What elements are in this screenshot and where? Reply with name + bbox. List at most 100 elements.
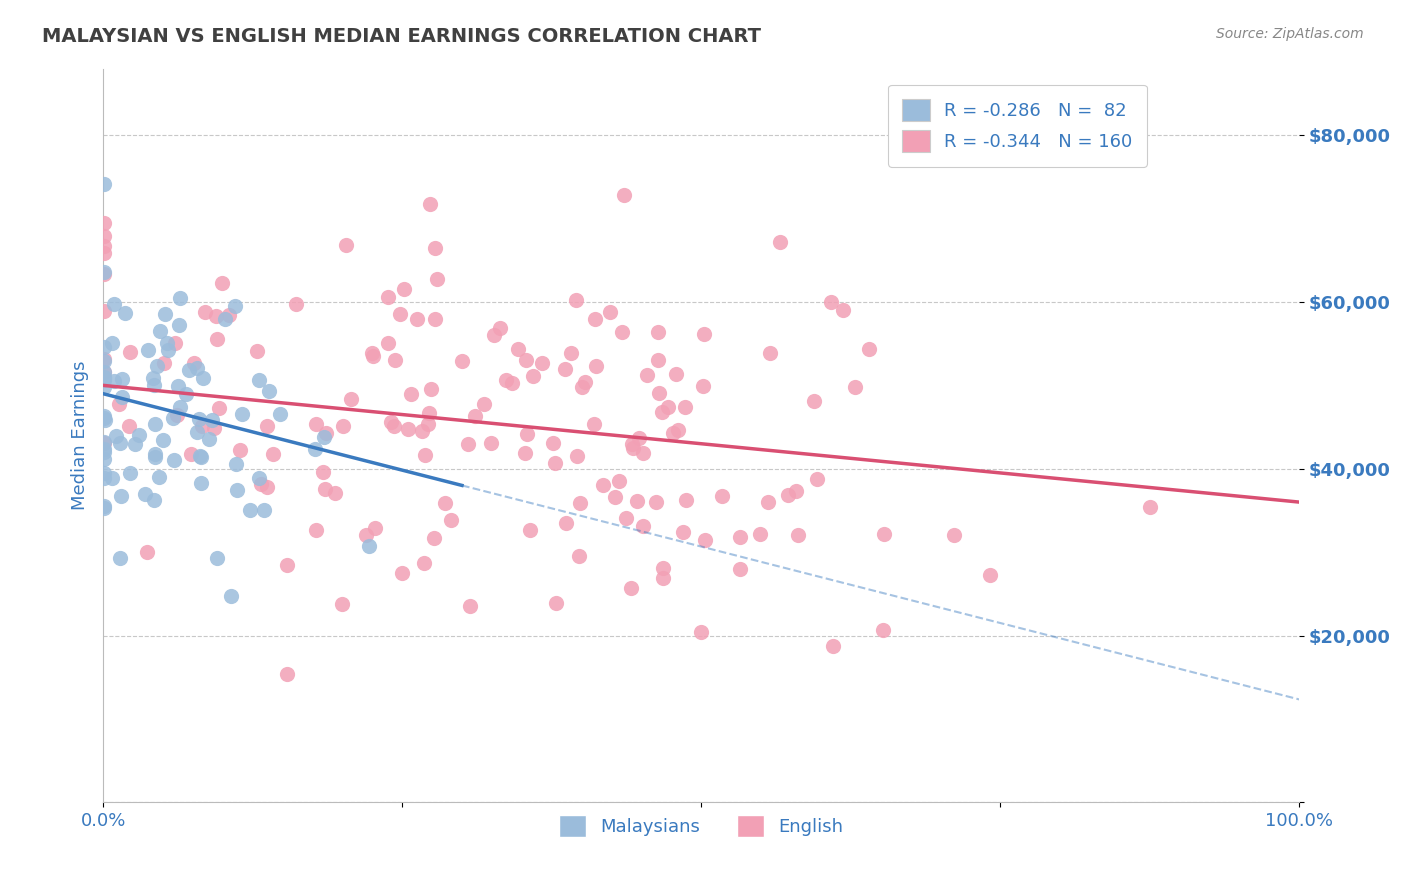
Point [163, 453, 186, 467]
Point [186, 361, 208, 376]
Point [626, 494, 648, 508]
Point [93, 371, 115, 385]
Point [651, 405, 673, 419]
Point [426, 272, 449, 286]
Point [198, 432, 221, 446]
Point [93, 365, 115, 379]
Point [571, 380, 593, 394]
Point [276, 667, 298, 681]
Point [399, 387, 422, 401]
Point [191, 371, 214, 385]
Point [495, 373, 517, 387]
Point [214, 312, 236, 326]
Point [672, 524, 695, 539]
Point [392, 282, 415, 296]
Point [411, 424, 433, 438]
Point [124, 437, 146, 451]
Point [565, 293, 588, 308]
Point [105, 428, 128, 442]
Point [169, 400, 191, 414]
Point [668, 423, 690, 437]
Point [567, 449, 589, 463]
Point [647, 325, 669, 339]
Point [730, 562, 752, 576]
Point [153, 355, 176, 369]
Point [256, 419, 278, 434]
Point [165, 336, 187, 351]
Point [138, 343, 160, 357]
Point [155, 335, 177, 350]
Point [413, 556, 436, 570]
Point [93, 246, 115, 260]
Point [142, 371, 165, 385]
Point [756, 495, 779, 509]
Point [610, 325, 633, 339]
Point [93, 238, 115, 252]
Point [416, 417, 439, 432]
Point [202, 421, 225, 435]
Point [93, 442, 115, 457]
Y-axis label: Median Earnings: Median Earnings [72, 360, 89, 510]
Point [93, 370, 115, 384]
Point [364, 521, 387, 535]
Point [93, 229, 115, 244]
Point [391, 566, 413, 581]
Point [340, 392, 363, 407]
Point [256, 480, 278, 494]
Point [361, 349, 384, 363]
Point [692, 327, 714, 342]
Point [93, 267, 115, 281]
Point [607, 474, 630, 488]
Point [314, 483, 336, 497]
Point [117, 418, 139, 433]
Point [873, 526, 896, 541]
Point [312, 430, 335, 444]
Point [111, 390, 134, 404]
Point [145, 447, 167, 461]
Point [155, 307, 177, 321]
Point [406, 312, 429, 326]
Point [93, 340, 115, 354]
Point [519, 523, 541, 537]
Point [1139, 500, 1161, 515]
Point [583, 417, 606, 431]
Legend: Malaysians, English: Malaysians, English [553, 808, 851, 845]
Point [188, 412, 211, 426]
Point [231, 407, 253, 421]
Point [177, 363, 200, 377]
Point [93, 435, 115, 450]
Point [979, 567, 1001, 582]
Point [188, 449, 211, 463]
Point [143, 378, 166, 392]
Point [820, 295, 842, 310]
Point [554, 362, 576, 376]
Point [325, 485, 347, 500]
Point [332, 419, 354, 434]
Point [169, 291, 191, 305]
Point [423, 241, 446, 255]
Point [285, 297, 308, 311]
Point [531, 356, 554, 370]
Point [380, 415, 402, 429]
Point [93, 373, 115, 387]
Point [522, 369, 544, 384]
Point [128, 428, 150, 442]
Point [162, 411, 184, 425]
Point [219, 589, 242, 603]
Point [759, 346, 782, 360]
Point [166, 408, 188, 422]
Point [114, 306, 136, 320]
Point [225, 457, 247, 471]
Point [304, 442, 326, 456]
Point [225, 483, 247, 497]
Point [434, 496, 457, 510]
Point [149, 324, 172, 338]
Point [211, 276, 233, 290]
Point [247, 471, 270, 485]
Point [614, 510, 637, 524]
Point [488, 320, 510, 334]
Point [93, 304, 115, 318]
Point [631, 446, 654, 460]
Point [190, 476, 212, 491]
Point [103, 297, 125, 311]
